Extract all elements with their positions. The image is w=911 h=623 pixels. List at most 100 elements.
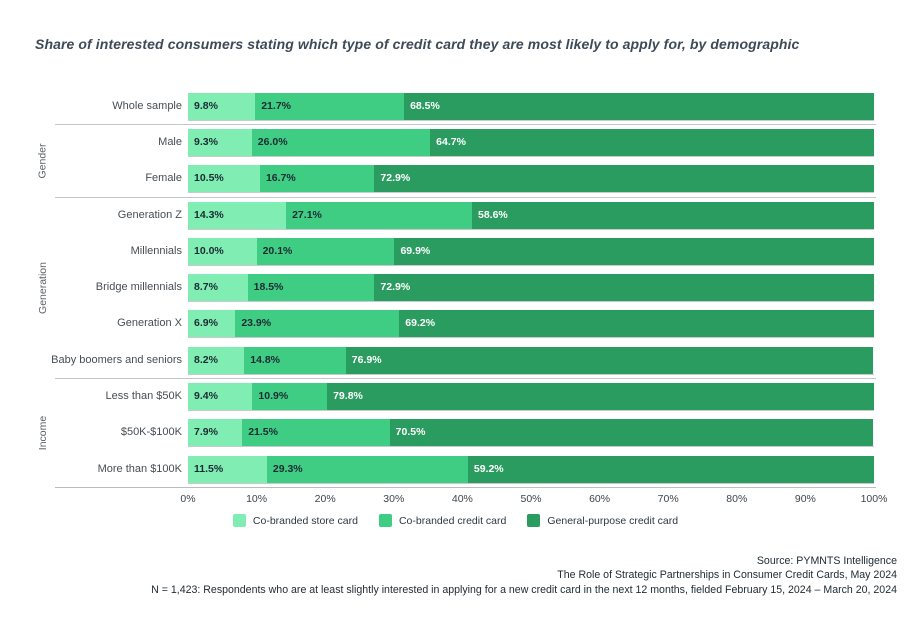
group-separator-line bbox=[55, 124, 876, 126]
segment-value-label: 76.9% bbox=[351, 353, 382, 366]
x-axis-tick-label: 70% bbox=[657, 493, 679, 506]
source-line: Source: PYMNTS Intelligence bbox=[756, 555, 897, 567]
x-axis-tick-label: 40% bbox=[451, 493, 473, 506]
row-label: More than $100K bbox=[97, 462, 182, 475]
x-axis-tick-label: 30% bbox=[383, 493, 405, 506]
group-label-text: Income bbox=[37, 415, 49, 451]
segment-value-label: 10.5% bbox=[194, 172, 224, 185]
bar-segment: 29.3% bbox=[266, 455, 468, 483]
source-note: Source: PYMNTS Intelligence The Role of … bbox=[37, 554, 897, 597]
bar-segment: 69.2% bbox=[399, 310, 874, 338]
bar-segment: 69.9% bbox=[394, 237, 874, 265]
bar-segment: 8.2% bbox=[188, 346, 245, 374]
bar-segment: 79.8% bbox=[327, 383, 874, 411]
segment-value-label: 6.9% bbox=[194, 317, 218, 330]
x-axis-tick-label: 80% bbox=[726, 493, 748, 506]
segment-value-label: 72.9% bbox=[380, 172, 411, 185]
segment-value-label: 23.9% bbox=[241, 317, 272, 330]
segment-value-label: 21.5% bbox=[248, 426, 278, 439]
bar-row: 10.5% 16.7% 72.9% bbox=[188, 165, 874, 193]
segment-value-label: 79.8% bbox=[333, 390, 363, 403]
group-separator-line bbox=[55, 378, 876, 380]
segment-value-label: 18.5% bbox=[253, 281, 284, 294]
bar-segment: 21.5% bbox=[242, 419, 390, 447]
legend-label: General-purpose credit card bbox=[547, 514, 679, 527]
bar-segment: 9.3% bbox=[188, 128, 252, 156]
x-axis-tick-label: 100% bbox=[860, 493, 888, 506]
bar-segment: 18.5% bbox=[247, 274, 375, 302]
group-label: Gender bbox=[30, 124, 56, 197]
row-label: Generation Z bbox=[117, 208, 182, 221]
bar-segment: 23.9% bbox=[235, 310, 400, 338]
segment-value-label: 26.0% bbox=[257, 135, 288, 148]
bar-row: 10.0% 20.1% 69.9% bbox=[188, 237, 874, 265]
legend-label: Co-branded store card bbox=[252, 514, 358, 527]
group-separator-line bbox=[55, 487, 876, 489]
bar-row: 11.5% 29.3% 59.2% bbox=[188, 455, 874, 483]
segment-value-label: 9.3% bbox=[194, 135, 218, 148]
legend-label: Co-branded credit card bbox=[398, 514, 507, 527]
segment-value-label: 59.2% bbox=[473, 462, 504, 475]
bar-segment: 10.9% bbox=[252, 383, 328, 411]
segment-value-label: 9.8% bbox=[194, 99, 218, 112]
bar-segment: 16.7% bbox=[259, 165, 375, 193]
bar-segment: 9.8% bbox=[188, 92, 256, 120]
legend-item: Co-branded credit card bbox=[378, 514, 507, 527]
bar-segment: 68.5% bbox=[404, 92, 874, 120]
group-label: Income bbox=[30, 378, 56, 487]
segment-value-label: 21.7% bbox=[261, 99, 291, 112]
bar-row: 6.9% 23.9% 69.2% bbox=[188, 310, 874, 338]
segment-value-label: 14.8% bbox=[250, 353, 281, 366]
segment-value-label: 14.3% bbox=[194, 208, 224, 221]
bar-row: 7.9% 21.5% 70.5% bbox=[188, 419, 874, 447]
bar-row: 9.3% 26.0% 64.7% bbox=[188, 128, 874, 156]
segment-value-label: 8.2% bbox=[194, 353, 218, 366]
bar-segment: 72.9% bbox=[374, 274, 874, 302]
segment-value-label: 20.1% bbox=[262, 244, 293, 257]
bar-segment: 59.2% bbox=[467, 455, 874, 483]
stacked-bar-chart: Whole sample 9.8% 21.7% 68.5% Male 9.3% 26.0% 6… bbox=[30, 92, 888, 506]
bar-segment: 70.5% bbox=[389, 419, 874, 447]
x-axis-tick-label: 50% bbox=[520, 493, 542, 506]
legend-item: Co-branded store card bbox=[232, 514, 358, 527]
segment-value-label: 29.3% bbox=[272, 462, 303, 475]
bar-row: 9.8% 21.7% 68.5% bbox=[188, 92, 874, 120]
x-axis-tick-label: 10% bbox=[246, 493, 268, 506]
row-label: Whole sample bbox=[112, 99, 182, 112]
row-label: Female bbox=[145, 172, 182, 185]
legend-swatch bbox=[527, 514, 541, 527]
x-axis-tick-label: 90% bbox=[794, 493, 816, 506]
row-label: $50K-$100K bbox=[120, 426, 182, 439]
bar-segment: 21.7% bbox=[255, 92, 405, 120]
row-label: Millennials bbox=[130, 244, 182, 257]
bar-segment: 7.9% bbox=[188, 419, 243, 447]
bar-segment: 72.9% bbox=[374, 165, 874, 193]
legend-item: General-purpose credit card bbox=[527, 514, 678, 527]
segment-value-label: 27.1% bbox=[292, 208, 322, 221]
segment-value-label: 16.7% bbox=[265, 172, 296, 185]
bar-segment: 64.7% bbox=[430, 128, 874, 156]
bar-segment: 10.5% bbox=[188, 165, 260, 193]
bar-segment: 10.0% bbox=[188, 237, 257, 265]
group-separator-line bbox=[55, 196, 876, 198]
segment-value-label: 69.2% bbox=[405, 317, 436, 330]
bar-row: 9.4% 10.9% 79.8% bbox=[188, 383, 874, 411]
segment-value-label: 8.7% bbox=[194, 281, 218, 294]
legend-swatch bbox=[232, 514, 246, 527]
x-axis-tick-label: 0% bbox=[180, 493, 196, 506]
bar-segment: 6.9% bbox=[188, 310, 236, 338]
bar-segment: 9.4% bbox=[188, 383, 253, 411]
bar-row: 8.7% 18.5% 72.9% bbox=[188, 274, 874, 302]
chart-title: Share of interested consumers stating wh… bbox=[35, 36, 800, 52]
chart-legend: Co-branded store card Co-branded credit c… bbox=[0, 514, 911, 527]
x-axis-tick-label: 60% bbox=[589, 493, 611, 506]
segment-value-label: 64.7% bbox=[436, 135, 466, 148]
segment-value-label: 72.9% bbox=[380, 281, 411, 294]
segment-value-label: 68.5% bbox=[410, 99, 440, 112]
x-axis-tick-label: 20% bbox=[314, 493, 336, 506]
group-label: Generation bbox=[30, 197, 56, 379]
segment-value-label: 10.0% bbox=[194, 244, 224, 257]
bar-segment: 14.8% bbox=[244, 346, 346, 374]
row-label: Baby boomers and seniors bbox=[51, 353, 182, 366]
